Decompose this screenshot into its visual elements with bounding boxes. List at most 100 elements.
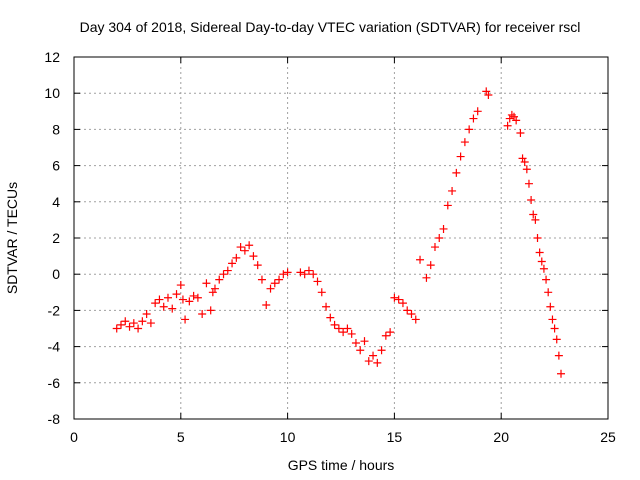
data-point <box>448 186 457 195</box>
data-point <box>520 157 529 166</box>
data-point <box>347 329 356 338</box>
data-point <box>151 299 160 308</box>
data-point <box>531 215 540 224</box>
data-point <box>163 293 172 302</box>
data-point <box>245 241 254 250</box>
chart-title: Day 304 of 2018, Sidereal Day-to-day VTE… <box>80 19 581 35</box>
data-point <box>537 257 546 266</box>
axis-ticks: 0 5 10 15 20 25 -8 -6 -4 -2 0 2 4 6 8 10 12 <box>44 49 616 445</box>
data-point <box>407 310 416 319</box>
data-point <box>223 266 232 275</box>
data-point <box>129 319 138 328</box>
data-point <box>125 322 134 331</box>
data-point <box>411 315 420 324</box>
data-point <box>550 324 559 333</box>
data-point <box>219 270 228 279</box>
data-point <box>443 201 452 210</box>
data-point <box>228 259 237 268</box>
data-point <box>159 302 168 311</box>
data-point <box>236 243 245 252</box>
data-point <box>465 125 474 134</box>
x-tick-label: 10 <box>280 429 296 445</box>
data-point <box>142 310 151 319</box>
data-point <box>456 152 465 161</box>
data-point <box>138 317 147 326</box>
data-point <box>544 288 553 297</box>
data-point <box>112 324 121 333</box>
grid-lines <box>74 57 608 419</box>
data-point <box>116 320 125 329</box>
data-point <box>296 268 305 277</box>
data-point <box>373 358 382 367</box>
y-tick-label: -8 <box>48 411 61 427</box>
data-point <box>189 291 198 300</box>
x-axis-label: GPS time / hours <box>288 457 395 473</box>
y-tick-label: 4 <box>52 194 60 210</box>
y-axis-label: SDTVAR / TECUs <box>4 182 20 294</box>
data-point <box>394 295 403 304</box>
data-point <box>439 224 448 233</box>
data-point <box>343 324 352 333</box>
data-point <box>351 338 360 347</box>
data-point <box>503 121 512 130</box>
data-point <box>134 324 143 333</box>
x-tick-label: 20 <box>493 429 509 445</box>
data-point <box>249 252 258 261</box>
data-point <box>522 165 531 174</box>
data-point <box>356 346 365 355</box>
data-point <box>557 369 566 378</box>
data-point <box>360 337 369 346</box>
y-tick-label: 12 <box>44 49 60 65</box>
data-point <box>505 114 514 123</box>
data-point <box>313 277 322 286</box>
data-point <box>198 310 207 319</box>
data-point <box>178 295 187 304</box>
data-points <box>112 87 566 378</box>
data-point <box>482 87 491 96</box>
data-point <box>121 317 130 326</box>
data-point <box>516 129 525 138</box>
data-point <box>334 324 343 333</box>
data-point <box>176 281 185 290</box>
data-point <box>215 275 224 284</box>
data-point <box>304 266 313 275</box>
data-point <box>168 304 177 313</box>
data-point <box>473 107 482 116</box>
data-point <box>240 246 249 255</box>
data-point <box>416 255 425 264</box>
data-point <box>542 275 551 284</box>
data-point <box>435 234 444 242</box>
data-point <box>554 351 563 360</box>
data-point <box>548 315 557 324</box>
y-tick-label: -2 <box>48 302 61 318</box>
data-point <box>377 346 386 355</box>
data-point <box>309 270 318 279</box>
data-point <box>232 253 241 262</box>
data-point <box>208 288 217 297</box>
data-point <box>460 138 469 147</box>
data-point <box>270 279 279 288</box>
data-point <box>426 261 435 270</box>
data-point <box>202 279 211 288</box>
data-point <box>403 306 412 315</box>
data-point <box>172 290 181 299</box>
data-point <box>398 299 407 308</box>
data-point <box>422 273 431 282</box>
y-tick-label: 0 <box>52 266 60 282</box>
x-tick-label: 0 <box>70 429 78 445</box>
y-tick-label: 10 <box>44 85 60 101</box>
data-point <box>146 319 155 328</box>
data-point <box>381 331 390 340</box>
data-point <box>369 351 378 360</box>
plot-frame <box>73 56 609 420</box>
data-point <box>155 295 164 304</box>
data-point <box>527 195 536 204</box>
data-point <box>322 302 331 311</box>
data-point <box>266 284 275 293</box>
data-point <box>507 110 516 119</box>
data-point <box>330 320 339 329</box>
data-point <box>317 288 326 297</box>
data-point <box>518 154 527 163</box>
data-point <box>275 275 284 284</box>
